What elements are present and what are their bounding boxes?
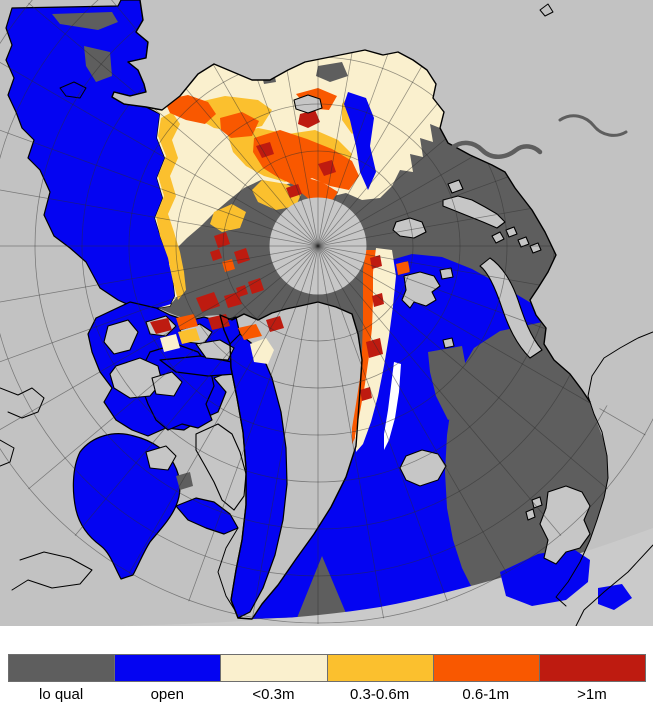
- legend-label-lo-qual: lo qual: [38, 686, 84, 703]
- legend-swatch-06-1m: [432, 654, 540, 682]
- legend-label-gt-1m: >1m: [577, 686, 607, 703]
- legend-swatch-lo-qual: [8, 654, 116, 682]
- legend-swatch-03-06m: [326, 654, 434, 682]
- scandinavia-coast: [555, 331, 653, 607]
- svalbard: [401, 271, 441, 309]
- arctic-map: [0, 0, 653, 626]
- banks-island: [103, 319, 139, 355]
- coastlines: [0, 81, 363, 620]
- legend-label-03-06m: 0.3-0.6m: [350, 686, 410, 703]
- legend-label-lt-03m: <0.3m: [252, 686, 295, 703]
- greenland-coast: [219, 301, 363, 620]
- iceland: [399, 449, 447, 487]
- novaya-zemlya: [479, 257, 543, 359]
- british-isles: [539, 485, 591, 565]
- open-water-region-atlantic: [252, 248, 553, 619]
- thickness-legend: lo qual open <0.3m 0.3-0.6m 0.6-1m >1m: [8, 654, 647, 703]
- siberian-estuary: [449, 140, 543, 159]
- legend-labels: lo qual open <0.3m 0.3-0.6m 0.6-1m >1m: [8, 686, 645, 703]
- legend-swatch-lt-03m: [220, 654, 328, 682]
- legend-label-open: open: [150, 686, 184, 703]
- franz-josef-land: [491, 231, 505, 244]
- legend-label-06-1m: 0.6-1m: [462, 686, 510, 703]
- norway-south-coast: [575, 544, 653, 626]
- siberia-landmass: [111, 0, 653, 607]
- legend-swatch-open: [114, 654, 222, 682]
- labrador-coast: [217, 527, 239, 613]
- legend-swatch-gt-1m: [538, 654, 647, 682]
- baffin-island: [195, 423, 247, 511]
- islands: [103, 94, 543, 511]
- southampton-island: [145, 445, 177, 471]
- new-siberian-islands: [392, 217, 427, 239]
- legend-swatches: [8, 654, 647, 682]
- severnaya-zemlya: [442, 195, 506, 229]
